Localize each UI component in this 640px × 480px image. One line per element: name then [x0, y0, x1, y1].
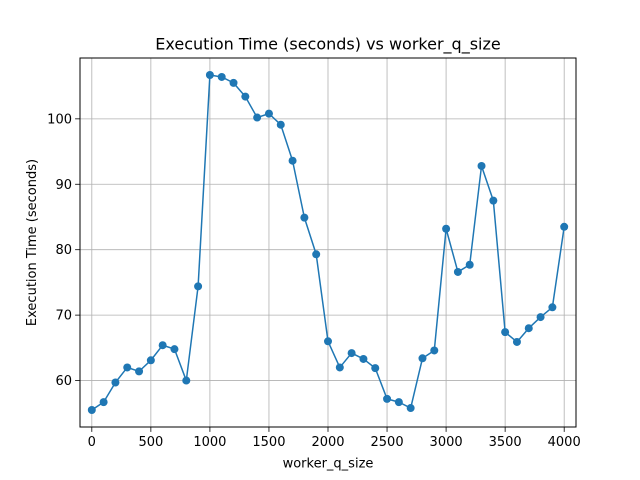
data-point	[241, 92, 250, 101]
x-tick-label: 2500	[371, 435, 404, 450]
data-point	[489, 196, 498, 205]
data-point	[276, 120, 285, 129]
data-point	[536, 313, 545, 322]
y-tick-label: 100	[47, 112, 72, 127]
data-point	[324, 337, 332, 346]
x-tick-label: 0	[88, 435, 96, 450]
data-point	[442, 224, 451, 233]
y-tick-label: 80	[55, 243, 72, 258]
data-point	[111, 378, 120, 387]
data-point	[182, 376, 191, 385]
data-point	[87, 405, 96, 414]
data-point	[229, 78, 238, 87]
data-point	[548, 303, 557, 312]
data-point	[335, 363, 344, 372]
data-point	[371, 364, 380, 373]
y-tick-label: 60	[55, 374, 72, 389]
grid	[80, 58, 576, 427]
series-execution-time	[87, 71, 569, 414]
data-point	[347, 349, 356, 358]
data-point	[383, 394, 392, 403]
y-axis-label: Execution Time (seconds)	[25, 159, 40, 326]
data-point	[524, 324, 533, 333]
data-point	[300, 213, 309, 222]
data-point	[158, 341, 167, 350]
x-tick-label: 4000	[548, 435, 581, 450]
data-point	[146, 356, 155, 365]
data-point	[359, 354, 368, 363]
data-point	[123, 363, 132, 372]
data-point	[418, 354, 427, 363]
data-point	[477, 161, 486, 170]
data-point	[501, 328, 510, 337]
data-point	[288, 156, 297, 165]
data-point	[217, 72, 226, 81]
x-tick-label: 3500	[489, 435, 522, 450]
data-point	[560, 222, 569, 231]
data-point	[253, 113, 262, 122]
data-point	[99, 398, 108, 407]
x-tick-label: 2000	[311, 435, 344, 450]
data-point	[194, 282, 203, 291]
data-point	[170, 345, 179, 354]
x-axis-label: worker_q_size	[283, 457, 374, 472]
data-point	[453, 267, 462, 276]
ticks: 0 500 1000 1500 2000 2500 3000 3500 4000 60 70 80 90…	[47, 112, 581, 450]
x-tick-label: 1500	[252, 435, 285, 450]
data-point	[135, 367, 144, 376]
data-point	[512, 337, 521, 346]
data-point	[394, 398, 403, 407]
y-tick-label: 90	[55, 178, 72, 193]
chart-title: Execution Time (seconds) vs worker_q_siz…	[155, 35, 500, 55]
data-point	[205, 71, 214, 80]
data-point	[312, 250, 321, 259]
data-point	[465, 260, 474, 269]
x-tick-label: 3000	[430, 435, 463, 450]
x-tick-label: 500	[138, 435, 163, 450]
data-point	[430, 346, 439, 355]
y-tick-label: 70	[55, 309, 72, 324]
x-tick-label: 1000	[193, 435, 226, 450]
data-point	[406, 404, 415, 413]
data-point	[264, 109, 273, 118]
